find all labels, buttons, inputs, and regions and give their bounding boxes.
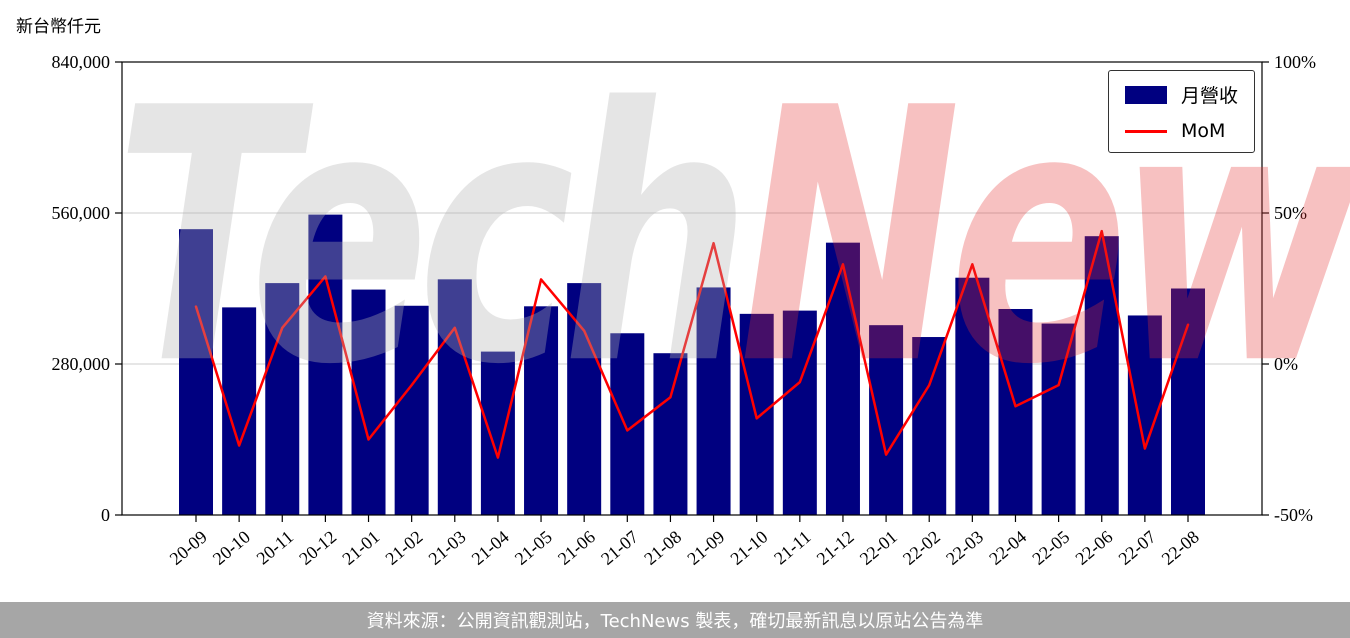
x-axis-tick-label: 20-10 (209, 527, 254, 569)
x-axis-tick-label: 21-02 (381, 527, 426, 569)
x-axis-tick-label: 20-09 (166, 527, 211, 569)
mom-line (194, 229, 1190, 459)
revenue-bar (1041, 323, 1076, 515)
legend-label-revenue: 月營收 (1180, 85, 1238, 107)
legend-label-mom: MoM (1180, 120, 1226, 142)
chart-legend: 月營收 MoM (1107, 70, 1255, 153)
source-footer: 資料來源：公開資訊觀測站，TechNews 製表，確切最新訊息以原站公告為準 (0, 602, 1350, 638)
revenue-bar (524, 306, 559, 515)
revenue-bar (912, 337, 947, 515)
plot-frame (121, 61, 1263, 516)
x-axis-tick-label: 22-01 (856, 527, 901, 569)
revenue-bar (955, 277, 990, 515)
x-axis-tick-label: 22-05 (1028, 527, 1073, 569)
right-axis-tick-label: 50% (1274, 203, 1307, 223)
right-axis-tick-label: 0% (1274, 354, 1298, 374)
x-axis-tick-label: 21-01 (338, 527, 383, 569)
x-axis-tick-label: 21-11 (770, 527, 815, 569)
x-axis-tick-label: 21-07 (597, 527, 642, 569)
x-axis-tick-label: 21-09 (683, 527, 728, 569)
x-axis-tick-label: 22-08 (1158, 527, 1203, 569)
x-axis-tick-label: 21-12 (813, 527, 858, 569)
x-axis-tick-label: 21-06 (554, 527, 599, 569)
x-axis-tick-label: 21-03 (425, 527, 470, 569)
revenue-bar (265, 283, 300, 515)
x-axis-tick-label: 22-04 (985, 527, 1030, 569)
x-axis-tick-label: 22-02 (899, 527, 944, 569)
revenue-bar (179, 229, 213, 515)
left-axis-tick-label: 840,000 (52, 52, 111, 72)
x-axis-tick-label: 21-10 (726, 527, 771, 569)
legend-item-mom: MoM (1124, 120, 1238, 142)
revenue-bar (782, 310, 817, 515)
revenue-bar-swatch (1124, 85, 1167, 104)
x-axis-tick-label: 21-08 (640, 527, 685, 569)
revenue-mom-chart: 0 280,000 560,000 840,000 -50% 0% 50% 100% 20-09… (52, 52, 1317, 569)
revenue-bar (696, 287, 731, 515)
x-axis-tick-label: 22-06 (1072, 527, 1117, 569)
x-axis-tick-label: 21-05 (511, 527, 556, 569)
x-axis-tick-label: 22-07 (1115, 527, 1160, 569)
left-axis-tick-label: 0 (101, 505, 110, 525)
x-axis-tick-label: 20-12 (295, 527, 340, 569)
revenue-bar (308, 214, 343, 515)
right-axis-tick-label: 100% (1274, 52, 1316, 72)
left-axis-tick-label: 280,000 (52, 354, 111, 374)
right-axis-tick-label: -50% (1274, 505, 1313, 525)
revenue-bar (1171, 288, 1205, 515)
revenue-bar (653, 353, 688, 515)
revenue-bar (825, 242, 860, 516)
revenue-bar (610, 333, 645, 515)
x-axis-tick-label: 21-04 (468, 527, 513, 569)
revenue-bar (567, 283, 602, 515)
legend-item-revenue: 月營收 (1124, 81, 1238, 108)
x-axis-tick-label: 20-11 (253, 527, 298, 569)
y-axis-unit-label: 新台幣仟元 (16, 17, 101, 37)
mom-line-swatch (1124, 129, 1167, 133)
left-axis-tick-label: 560,000 (52, 203, 111, 223)
revenue-bar (351, 289, 386, 515)
source-footer-text: 資料來源：公開資訊觀測站，TechNews 製表，確切最新訊息以原站公告為準 (366, 611, 984, 632)
revenue-bar (394, 305, 429, 515)
revenue-bar (869, 325, 904, 515)
revenue-bar (998, 308, 1033, 515)
x-axis-tick-label: 22-03 (942, 527, 987, 569)
revenue-bar (437, 279, 472, 515)
revenue-bar (480, 351, 515, 515)
